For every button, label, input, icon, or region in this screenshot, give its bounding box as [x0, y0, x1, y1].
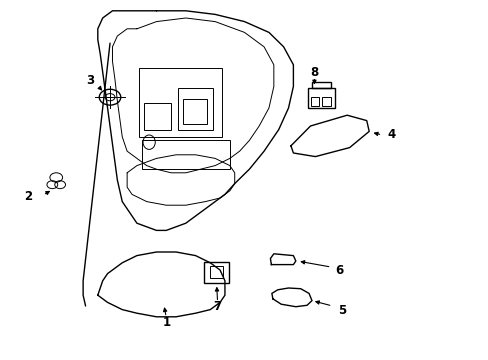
- Text: 1: 1: [162, 316, 170, 329]
- Polygon shape: [290, 115, 368, 157]
- Text: 5: 5: [338, 304, 346, 317]
- Bar: [310, 97, 319, 106]
- Polygon shape: [270, 254, 295, 265]
- Bar: [183, 99, 206, 124]
- Text: 3: 3: [86, 75, 94, 87]
- Bar: [139, 68, 222, 137]
- Bar: [307, 88, 334, 108]
- Bar: [311, 82, 330, 88]
- Bar: [321, 97, 330, 106]
- Text: 8: 8: [310, 66, 318, 78]
- Bar: [178, 88, 212, 130]
- Bar: [210, 266, 223, 278]
- Text: 2: 2: [24, 190, 32, 203]
- Text: 7: 7: [213, 300, 221, 313]
- Text: 4: 4: [386, 129, 394, 141]
- Text: 6: 6: [335, 264, 343, 277]
- Bar: [144, 103, 171, 130]
- Polygon shape: [271, 288, 311, 307]
- Bar: [142, 140, 229, 169]
- Bar: [204, 262, 228, 283]
